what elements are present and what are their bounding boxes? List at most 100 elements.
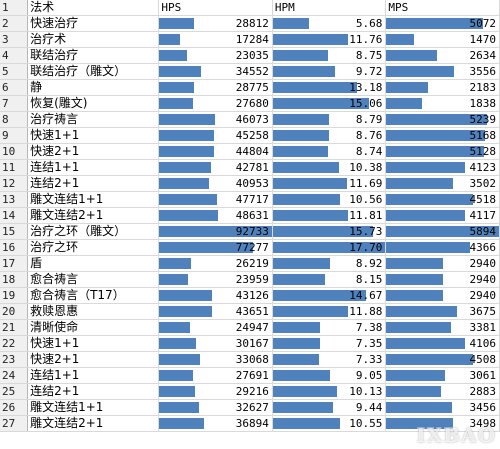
row-number[interactable]: 17 — [0, 255, 29, 272]
hps-cell[interactable]: 17284 — [158, 31, 273, 48]
mps-cell[interactable]: 5072 — [385, 15, 500, 32]
hps-cell[interactable]: 44804 — [158, 143, 273, 160]
hpm-cell[interactable]: 11.69 — [272, 175, 387, 192]
mps-cell[interactable]: 1838 — [385, 95, 500, 112]
hpm-cell[interactable]: 10.13 — [272, 383, 387, 400]
hpm-cell[interactable]: 7.33 — [272, 351, 387, 368]
row-number[interactable]: 1 — [0, 0, 29, 16]
hpm-cell[interactable]: 8.92 — [272, 255, 387, 272]
row-number[interactable]: 20 — [0, 303, 29, 320]
hpm-cell[interactable]: 9.44 — [272, 399, 387, 416]
mps-cell[interactable]: 5894 — [385, 223, 500, 240]
mps-cell[interactable]: 3061 — [385, 367, 500, 384]
spell-name-cell[interactable]: 连结1+1 — [27, 159, 160, 176]
hps-cell[interactable]: 45258 — [158, 127, 273, 144]
hpm-cell[interactable]: 14.67 — [272, 287, 387, 304]
hps-cell[interactable]: 28775 — [158, 79, 273, 96]
row-number[interactable]: 27 — [0, 415, 29, 432]
hpm-cell[interactable]: 11.76 — [272, 31, 387, 48]
row-number[interactable]: 14 — [0, 207, 29, 224]
mps-cell[interactable]: 4508 — [385, 351, 500, 368]
hpm-cell[interactable]: 8.74 — [272, 143, 387, 160]
spell-name-cell[interactable]: 快速治疗 — [27, 15, 160, 32]
hps-cell[interactable]: 43651 — [158, 303, 273, 320]
hps-cell[interactable]: 47717 — [158, 191, 273, 208]
mps-cell[interactable]: 2634 — [385, 47, 500, 64]
hps-cell[interactable]: 48631 — [158, 207, 273, 224]
hps-cell[interactable]: 29216 — [158, 383, 273, 400]
hpm-cell[interactable]: 8.76 — [272, 127, 387, 144]
hpm-cell[interactable]: 10.55 — [272, 415, 387, 432]
spell-name-cell[interactable]: 快速1+1 — [27, 335, 160, 352]
hpm-cell[interactable]: 8.75 — [272, 47, 387, 64]
mps-cell[interactable]: 3381 — [385, 319, 500, 336]
spell-name-cell[interactable]: 联结治疗 — [27, 47, 160, 64]
spell-name-cell[interactable]: 雕文连结2+1 — [27, 207, 160, 224]
spell-name-cell[interactable]: 雕文连结1+1 — [27, 399, 160, 416]
row-number[interactable]: 8 — [0, 111, 29, 128]
hpm-cell[interactable]: 11.81 — [272, 207, 387, 224]
mps-cell[interactable]: 2883 — [385, 383, 500, 400]
mps-cell[interactable]: 3675 — [385, 303, 500, 320]
hps-cell[interactable]: 23035 — [158, 47, 273, 64]
mps-cell[interactable]: 4518 — [385, 191, 500, 208]
spell-name-cell[interactable]: 联结治疗（雕文） — [27, 63, 160, 80]
spell-name-cell[interactable]: 治疗祷言 — [27, 111, 160, 128]
hpm-cell[interactable]: 11.88 — [272, 303, 387, 320]
mps-cell[interactable]: 5239 — [385, 111, 500, 128]
column-header-spell[interactable]: 法术 — [27, 0, 160, 16]
row-number[interactable]: 16 — [0, 239, 29, 256]
spell-name-cell[interactable]: 愈合祷言 — [27, 271, 160, 288]
hpm-cell[interactable]: 13.18 — [272, 79, 387, 96]
mps-cell[interactable]: 3502 — [385, 175, 500, 192]
column-header-mps[interactable]: MPS — [385, 0, 500, 16]
column-header-hps[interactable]: HPS — [158, 0, 273, 16]
hpm-cell[interactable]: 8.15 — [272, 271, 387, 288]
spell-name-cell[interactable]: 连结2+1 — [27, 383, 160, 400]
hpm-cell[interactable]: 17.70 — [272, 239, 387, 256]
mps-cell[interactable]: 4366 — [385, 239, 500, 256]
row-number[interactable]: 24 — [0, 367, 29, 384]
hps-cell[interactable]: 27691 — [158, 367, 273, 384]
hps-cell[interactable]: 32627 — [158, 399, 273, 416]
spell-name-cell[interactable]: 雕文连结1+1 — [27, 191, 160, 208]
hps-cell[interactable]: 26219 — [158, 255, 273, 272]
row-number[interactable]: 7 — [0, 95, 29, 112]
spell-name-cell[interactable]: 治疗术 — [27, 31, 160, 48]
spell-name-cell[interactable]: 雕文连结2+1 — [27, 415, 160, 432]
row-number[interactable]: 3 — [0, 31, 29, 48]
mps-cell[interactable]: 2940 — [385, 255, 500, 272]
hpm-cell[interactable]: 10.56 — [272, 191, 387, 208]
hpm-cell[interactable]: 9.05 — [272, 367, 387, 384]
spell-name-cell[interactable]: 愈合祷言（T17） — [27, 287, 160, 304]
spell-name-cell[interactable]: 盾 — [27, 255, 160, 272]
spell-name-cell[interactable]: 快速1+1 — [27, 127, 160, 144]
hpm-cell[interactable]: 8.79 — [272, 111, 387, 128]
row-number[interactable]: 4 — [0, 47, 29, 64]
spell-name-cell[interactable]: 救赎恩惠 — [27, 303, 160, 320]
hpm-cell[interactable]: 15.06 — [272, 95, 387, 112]
row-number[interactable]: 25 — [0, 383, 29, 400]
spell-name-cell[interactable]: 静 — [27, 79, 160, 96]
mps-cell[interactable]: 2183 — [385, 79, 500, 96]
row-number[interactable]: 23 — [0, 351, 29, 368]
mps-cell[interactable]: 3556 — [385, 63, 500, 80]
hps-cell[interactable]: 27680 — [158, 95, 273, 112]
hpm-cell[interactable]: 5.68 — [272, 15, 387, 32]
mps-cell[interactable]: 2940 — [385, 287, 500, 304]
hps-cell[interactable]: 23959 — [158, 271, 273, 288]
row-number[interactable]: 26 — [0, 399, 29, 416]
spell-name-cell[interactable]: 连结1+1 — [27, 367, 160, 384]
mps-cell[interactable]: 3456 — [385, 399, 500, 416]
hps-cell[interactable]: 46073 — [158, 111, 273, 128]
hps-cell[interactable]: 34552 — [158, 63, 273, 80]
hps-cell[interactable]: 92733 — [158, 223, 273, 240]
hpm-cell[interactable]: 9.72 — [272, 63, 387, 80]
spell-name-cell[interactable]: 治疗之环 — [27, 239, 160, 256]
row-number[interactable]: 9 — [0, 127, 29, 144]
mps-cell[interactable]: 5128 — [385, 143, 500, 160]
hps-cell[interactable]: 36894 — [158, 415, 273, 432]
mps-cell[interactable]: 2940 — [385, 271, 500, 288]
hpm-cell[interactable]: 7.38 — [272, 319, 387, 336]
row-number[interactable]: 6 — [0, 79, 29, 96]
